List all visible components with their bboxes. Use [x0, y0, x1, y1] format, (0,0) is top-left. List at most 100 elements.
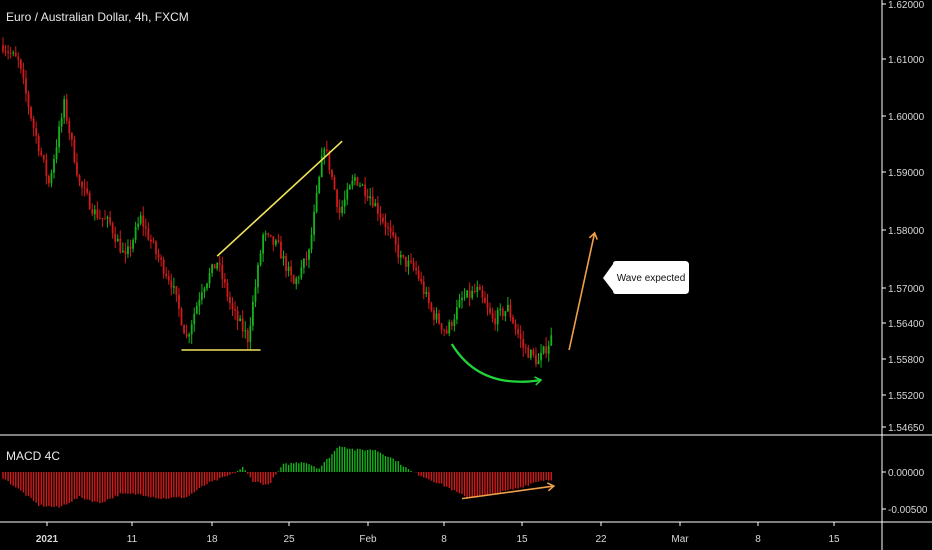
callout-wave-expected[interactable]: Wave expected	[603, 261, 689, 294]
candle[interactable]	[198, 292, 201, 315]
candle[interactable]	[379, 205, 382, 226]
candle[interactable]	[99, 209, 101, 220]
candle[interactable]	[132, 237, 134, 253]
candle[interactable]	[150, 234, 152, 249]
candle[interactable]	[162, 256, 165, 279]
candle[interactable]	[65, 93, 68, 125]
candle[interactable]	[527, 344, 530, 359]
candle[interactable]	[463, 288, 466, 301]
candle[interactable]	[14, 46, 17, 57]
candle[interactable]	[438, 309, 440, 325]
candle[interactable]	[167, 270, 170, 285]
candle[interactable]	[545, 336, 548, 359]
candle[interactable]	[540, 344, 542, 368]
candle[interactable]	[180, 307, 183, 326]
candle[interactable]	[300, 259, 303, 280]
curved-arrow[interactable]	[450, 343, 543, 386]
candle[interactable]	[440, 323, 443, 335]
candle[interactable]	[343, 190, 346, 214]
candle[interactable]	[137, 216, 140, 231]
candle[interactable]	[262, 232, 264, 262]
candle[interactable]	[106, 215, 109, 228]
candle[interactable]	[88, 190, 91, 210]
candle[interactable]	[369, 188, 372, 206]
candle[interactable]	[124, 242, 127, 264]
candle[interactable]	[290, 260, 293, 283]
candle[interactable]	[310, 227, 313, 254]
candle[interactable]	[522, 330, 525, 357]
candle[interactable]	[468, 282, 471, 307]
candle[interactable]	[116, 234, 119, 242]
candle[interactable]	[466, 290, 468, 299]
candle[interactable]	[35, 121, 38, 144]
candle[interactable]	[83, 178, 86, 197]
candle[interactable]	[185, 324, 188, 339]
candle[interactable]	[456, 299, 458, 325]
candle[interactable]	[435, 307, 438, 324]
candle[interactable]	[226, 278, 229, 302]
candle[interactable]	[295, 276, 298, 290]
candle[interactable]	[178, 287, 180, 317]
candle[interactable]	[333, 174, 336, 191]
candle[interactable]	[104, 209, 106, 220]
candle[interactable]	[244, 321, 247, 339]
candle[interactable]	[114, 226, 117, 249]
candle[interactable]	[195, 301, 198, 315]
candle[interactable]	[7, 44, 9, 60]
candle[interactable]	[252, 295, 254, 331]
candle[interactable]	[507, 296, 509, 313]
candle[interactable]	[425, 286, 428, 298]
candle[interactable]	[392, 225, 395, 239]
candle[interactable]	[359, 182, 361, 188]
candle[interactable]	[37, 133, 40, 157]
candle[interactable]	[529, 348, 532, 361]
candle[interactable]	[267, 232, 270, 238]
candle[interactable]	[134, 221, 137, 244]
candle[interactable]	[331, 168, 333, 181]
candle[interactable]	[129, 239, 132, 257]
candle[interactable]	[144, 218, 147, 237]
candle[interactable]	[496, 307, 499, 332]
candle[interactable]	[172, 277, 175, 294]
candle[interactable]	[121, 242, 124, 253]
candle[interactable]	[282, 250, 285, 266]
candle[interactable]	[550, 327, 553, 346]
candle[interactable]	[76, 153, 78, 178]
candle[interactable]	[382, 213, 384, 225]
candle[interactable]	[221, 256, 224, 289]
price-pane[interactable]	[2, 37, 553, 368]
candle[interactable]	[241, 310, 244, 338]
candle[interactable]	[501, 306, 504, 321]
candle[interactable]	[514, 319, 517, 336]
candle[interactable]	[70, 132, 73, 147]
candle[interactable]	[208, 267, 211, 288]
candle[interactable]	[448, 319, 451, 337]
candle[interactable]	[277, 233, 280, 244]
candle[interactable]	[229, 291, 231, 310]
projection-arrow[interactable]	[568, 231, 598, 351]
candle[interactable]	[218, 255, 221, 272]
candle[interactable]	[537, 353, 540, 365]
candle[interactable]	[274, 238, 277, 247]
candle[interactable]	[397, 236, 400, 264]
candle[interactable]	[458, 293, 461, 309]
candle[interactable]	[285, 252, 287, 278]
candle[interactable]	[542, 345, 545, 355]
candle[interactable]	[420, 271, 423, 285]
candle[interactable]	[170, 273, 173, 296]
candle[interactable]	[524, 343, 527, 354]
candle[interactable]	[348, 183, 351, 190]
candle[interactable]	[445, 325, 448, 335]
candle[interactable]	[45, 153, 48, 185]
candle[interactable]	[152, 237, 155, 244]
candle[interactable]	[422, 275, 425, 300]
candle[interactable]	[234, 301, 236, 320]
candle[interactable]	[364, 176, 366, 204]
candle[interactable]	[42, 154, 45, 163]
candle[interactable]	[535, 347, 537, 368]
trend-line[interactable]	[216, 140, 343, 257]
candle[interactable]	[478, 284, 481, 291]
candle[interactable]	[305, 251, 308, 266]
candle[interactable]	[433, 307, 435, 326]
candle[interactable]	[142, 206, 145, 236]
